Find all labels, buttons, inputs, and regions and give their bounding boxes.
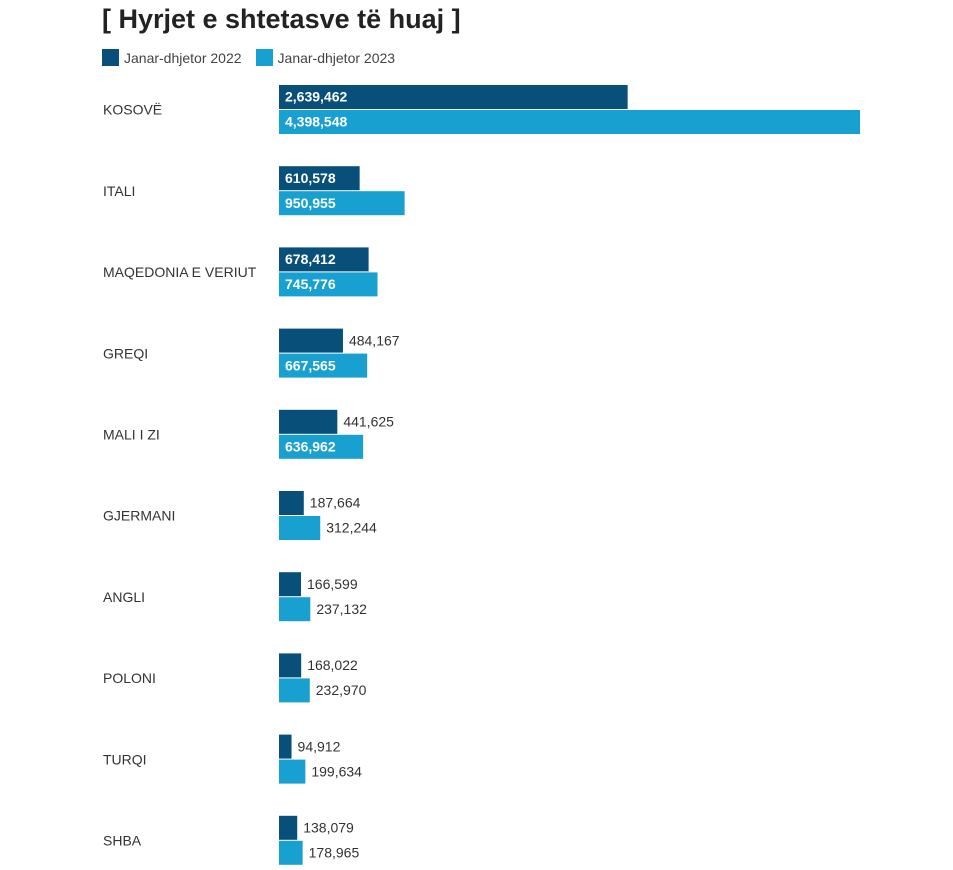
value-label-greqi-2022: 484,167 <box>349 332 400 348</box>
bar-kosove-2023 <box>279 110 860 134</box>
value-label-maqedonia-e-veriut-2022: 678,412 <box>285 251 336 267</box>
category-label-maqedonia-e-veriut: MAQEDONIA E VERIUT <box>103 264 257 280</box>
category-label-greqi: GREQI <box>103 345 148 361</box>
bar-angli-2022 <box>279 572 302 597</box>
value-label-turqi-2022: 94,912 <box>298 738 341 754</box>
value-label-poloni-2022: 168,022 <box>307 657 358 673</box>
bar-shba-2023 <box>279 840 303 865</box>
value-label-maqedonia-e-veriut-2023: 745,776 <box>285 276 336 292</box>
value-label-itali-2023: 950,955 <box>285 195 336 211</box>
bar-poloni-2023 <box>279 678 310 703</box>
bar-angli-2023 <box>279 597 311 622</box>
category-label-mali-i-zi: MALI I ZI <box>103 427 160 443</box>
value-label-gjermani-2023: 312,244 <box>326 520 377 536</box>
bar-mali-i-zi-2022 <box>279 409 338 434</box>
bar-shba-2022 <box>279 815 298 840</box>
bar-greqi-2022 <box>279 328 343 353</box>
value-label-shba-2022: 138,079 <box>303 820 354 836</box>
bar-kosove-2022 <box>279 85 628 109</box>
bar-turqi-2022 <box>279 734 292 759</box>
category-label-angli: ANGLI <box>103 589 145 605</box>
category-label-shba: SHBA <box>103 833 142 849</box>
bar-greqi-2023 <box>279 353 368 378</box>
value-label-mali-i-zi-2022: 441,625 <box>343 414 394 430</box>
legend: Janar-dhjetor 2022 Janar-dhjetor 2023 <box>102 49 409 66</box>
legend-item-2023: Janar-dhjetor 2023 <box>255 49 396 66</box>
legend-swatch-2022 <box>102 49 119 66</box>
legend-label-2022: Janar-dhjetor 2022 <box>124 49 242 66</box>
legend-swatch-2023 <box>255 49 273 66</box>
chart-title: [ Hyrjet e shtetasve të huaj ] <box>102 4 461 34</box>
bar-turqi-2023 <box>279 759 306 784</box>
bar-maqedonia-e-veriut-2023 <box>279 272 378 297</box>
bar-poloni-2022 <box>279 653 302 678</box>
category-label-kosove: KOSOVË <box>103 102 162 118</box>
value-label-kosove-2023: 4,398,548 <box>285 114 347 130</box>
category-label-gjermani: GJERMANI <box>103 508 175 524</box>
bar-mali-i-zi-2023 <box>279 434 364 459</box>
value-label-angli-2023: 237,132 <box>316 601 367 617</box>
bar-gjermani-2023 <box>279 516 321 540</box>
value-label-turqi-2023: 199,634 <box>311 763 362 779</box>
value-label-greqi-2023: 667,565 <box>285 357 336 373</box>
bar-itali-2022 <box>279 166 360 191</box>
category-label-poloni: POLONI <box>103 670 156 686</box>
value-label-mali-i-zi-2023: 636,962 <box>285 439 336 455</box>
value-label-kosove-2022: 2,639,462 <box>285 89 347 105</box>
value-label-angli-2022: 166,599 <box>307 576 358 592</box>
category-label-turqi: TURQI <box>103 751 147 767</box>
category-label-itali: ITALI <box>103 183 135 199</box>
value-label-itali-2022: 610,578 <box>285 170 336 186</box>
value-label-shba-2023: 178,965 <box>309 845 360 861</box>
bar-maqedonia-e-veriut-2022 <box>279 247 369 272</box>
legend-item-2022: Janar-dhjetor 2022 <box>102 49 242 66</box>
legend-label-2023: Janar-dhjetor 2023 <box>277 49 396 66</box>
value-label-poloni-2023: 232,970 <box>316 682 367 698</box>
bar-itali-2023 <box>279 191 405 216</box>
bar-gjermani-2022 <box>279 491 304 515</box>
value-label-gjermani-2022: 187,664 <box>310 495 361 511</box>
